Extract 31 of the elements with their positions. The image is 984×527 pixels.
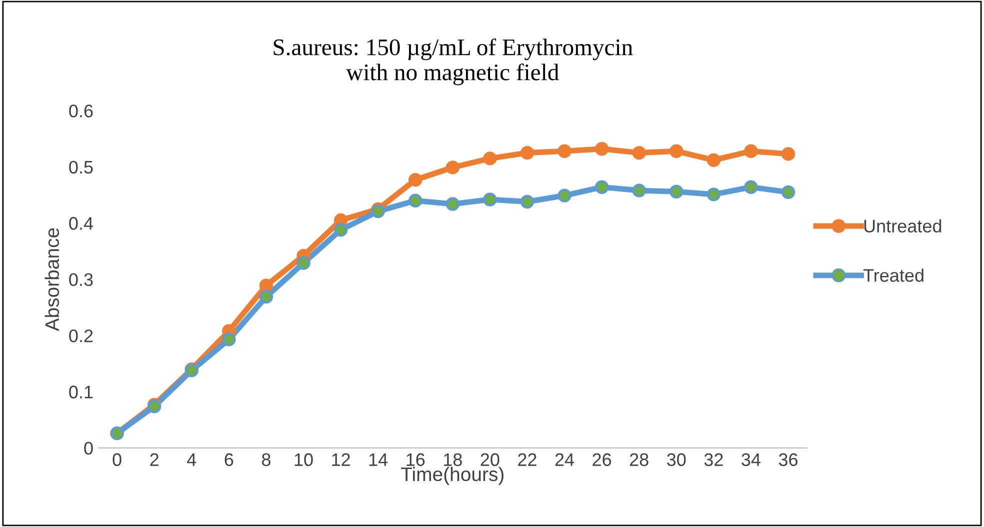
x-tick-label: 14 (369, 453, 388, 466)
x-tick-label: 36 (778, 453, 798, 466)
x-tick-label: 4 (187, 453, 196, 466)
y-tick-label: 0.3 (69, 273, 93, 286)
x-tick-label: 10 (294, 453, 313, 466)
x-tick-label: 16 (406, 453, 425, 466)
y-tick-label: 0 (84, 442, 93, 455)
x-tick-label: 28 (630, 453, 648, 466)
y-tick-label: 0.1 (69, 386, 93, 398)
x-tick-label: 8 (262, 453, 270, 466)
y-tick-label: 0.4 (69, 217, 94, 230)
x-tick-label: 24 (555, 453, 574, 466)
x-axis-title: Time(hours) (401, 466, 504, 485)
y-tick-label: 0.2 (69, 329, 93, 342)
x-tick-label: 20 (480, 453, 500, 466)
x-tick-label: 32 (704, 453, 723, 466)
y-tick-label: 0.5 (69, 160, 93, 174)
legend-label: Untreated (864, 219, 942, 233)
x-tick-label: 0 (112, 453, 122, 466)
x-tick-label: 22 (518, 453, 536, 466)
y-tick-label: 0.6 (69, 104, 93, 118)
chart-title: S.aureus: 150 µg/mL of Erythromycin with no magnetic field (274, 38, 633, 86)
x-tick-label: 12 (332, 453, 350, 466)
x-tick-label: 6 (224, 453, 234, 466)
x-tick-label: 30 (667, 453, 686, 466)
x-tick-label: 26 (592, 453, 612, 466)
x-tick-label: 2 (150, 453, 158, 466)
legend-label: Treated (863, 268, 924, 282)
x-tick-label: 34 (742, 453, 760, 466)
x-tick-label: 18 (444, 453, 462, 466)
y-axis-title: Absorbance (44, 228, 60, 332)
